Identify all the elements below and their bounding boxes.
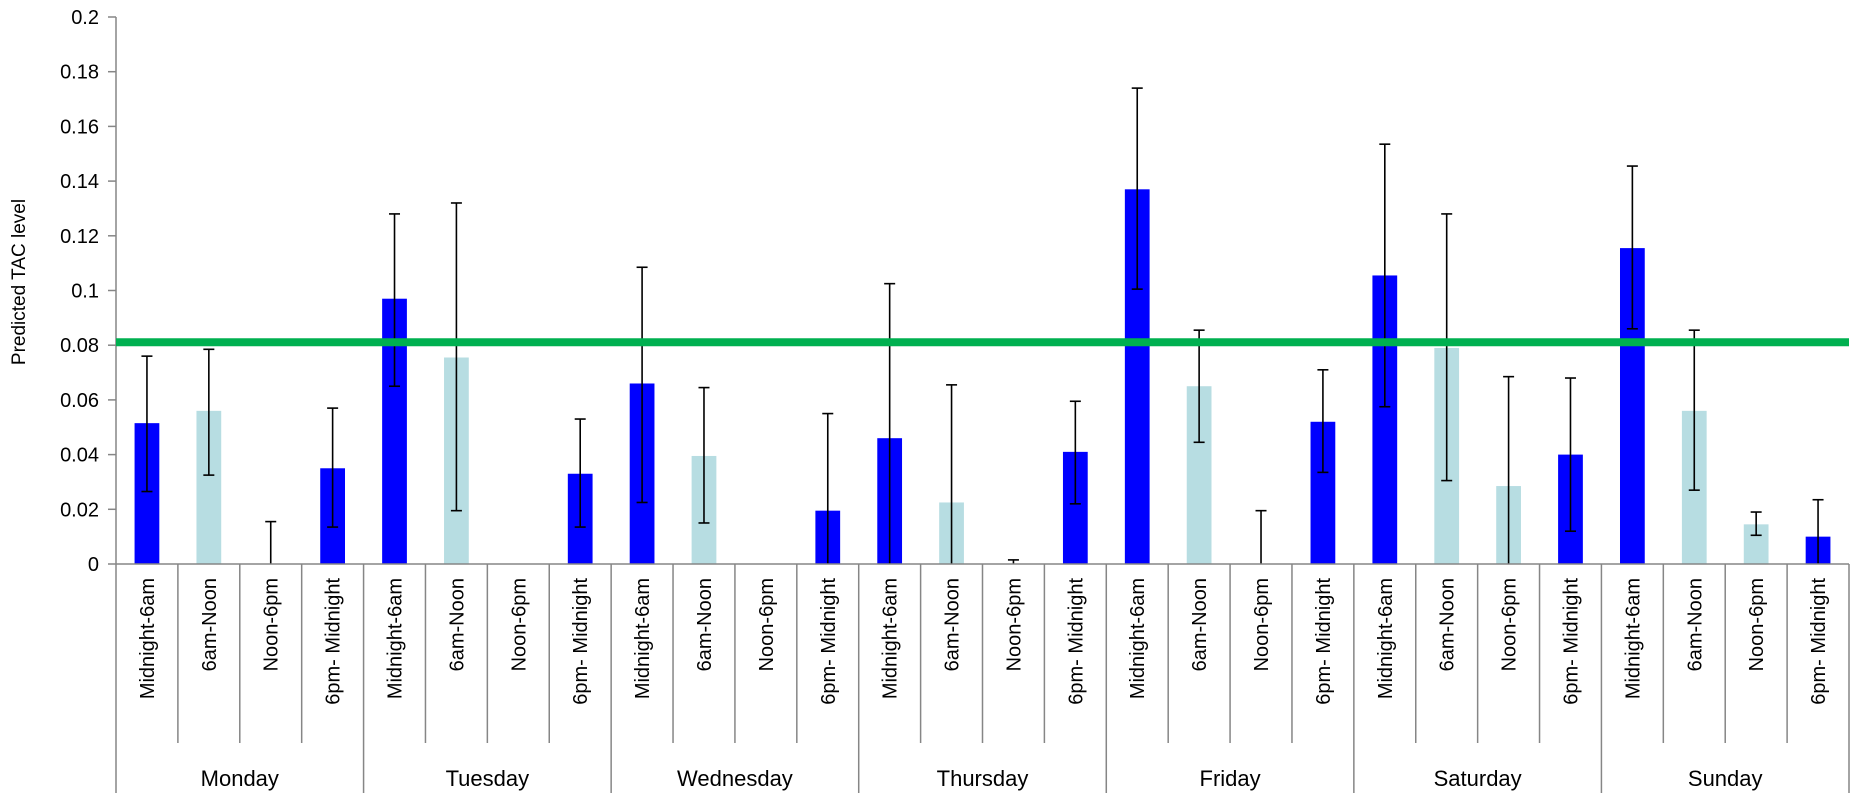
y-tick-label: 0.18	[60, 62, 99, 84]
y-axis: 0 0.02 0.04 0.06 0.08 0.1 0.12 0.14 0.16 0.18 0.2	[60, 7, 117, 576]
x-category-label: Midnight-6am	[880, 578, 902, 699]
x-category-label: Noon-6pm	[1499, 578, 1521, 671]
x-category-label: Midnight-6am	[1127, 578, 1149, 699]
x-category-label: 6am-Noon	[942, 578, 964, 671]
x-category-label: Noon-6pm	[508, 578, 530, 671]
y-tick-label: 0.08	[60, 335, 99, 357]
day-label: Tuesday	[446, 766, 530, 791]
y-axis-title: Predicted TAC level	[9, 199, 30, 365]
day-label: Sunday	[1688, 766, 1763, 791]
y-tick-label: 0.2	[71, 7, 99, 29]
x-category-label: 6am-Noon	[694, 578, 716, 671]
x-category-label: Noon-6pm	[1746, 578, 1768, 671]
y-tick-label: 0.12	[60, 226, 99, 248]
x-category-label: Midnight-6am	[137, 578, 159, 699]
x-category-label: Noon-6pm	[756, 578, 778, 671]
x-category-label: 6am-Noon	[1437, 578, 1459, 671]
x-category-label: Noon-6pm	[261, 578, 283, 671]
x-category-label: Midnight-6am	[632, 578, 654, 699]
y-tick-label: 0.04	[60, 445, 99, 467]
y-tick-label: 0.16	[60, 116, 99, 138]
x-category-label: Midnight-6am	[1375, 578, 1397, 699]
error-bars	[141, 87, 1824, 564]
x-category-label: Noon-6pm	[1003, 578, 1025, 671]
y-tick-label: 0.06	[60, 390, 99, 412]
bars	[134, 189, 1831, 565]
x-category-label: 6am-Noon	[1189, 578, 1211, 671]
y-tick-label: 0.02	[60, 499, 99, 521]
x-category-label: Noon-6pm	[1251, 578, 1273, 671]
day-label: Monday	[201, 766, 279, 791]
y-tick-label: 0	[88, 554, 99, 576]
x-category-label: 6am-Noon	[199, 578, 221, 671]
x-category-label: 6pm- Midnight	[1313, 578, 1335, 705]
x-category-label: 6pm- Midnight	[570, 578, 592, 705]
x-category-label: 6pm- Midnight	[1808, 578, 1830, 705]
x-category-label: 6pm- Midnight	[818, 578, 840, 705]
x-category-label: 6pm- Midnight	[1560, 578, 1582, 705]
x-category-label: Midnight-6am	[1622, 578, 1644, 699]
y-tick-label: 0.1	[71, 281, 99, 303]
x-axis: Midnight-6am 6am-Noon Noon-6pm 6pm- Midnigh…	[115, 563, 1850, 793]
day-label: Wednesday	[677, 766, 793, 791]
day-label: Saturday	[1434, 766, 1522, 791]
x-category-label: 6pm- Midnight	[1065, 578, 1087, 705]
day-label: Thursday	[937, 766, 1029, 791]
y-tick-label: 0.14	[60, 171, 99, 193]
x-category-label: Midnight-6am	[385, 578, 407, 699]
x-category-label: 6am-Noon	[1684, 578, 1706, 671]
day-label: Friday	[1200, 766, 1261, 791]
x-category-label: 6pm- Midnight	[323, 578, 345, 705]
x-category-label: 6am-Noon	[446, 578, 468, 671]
